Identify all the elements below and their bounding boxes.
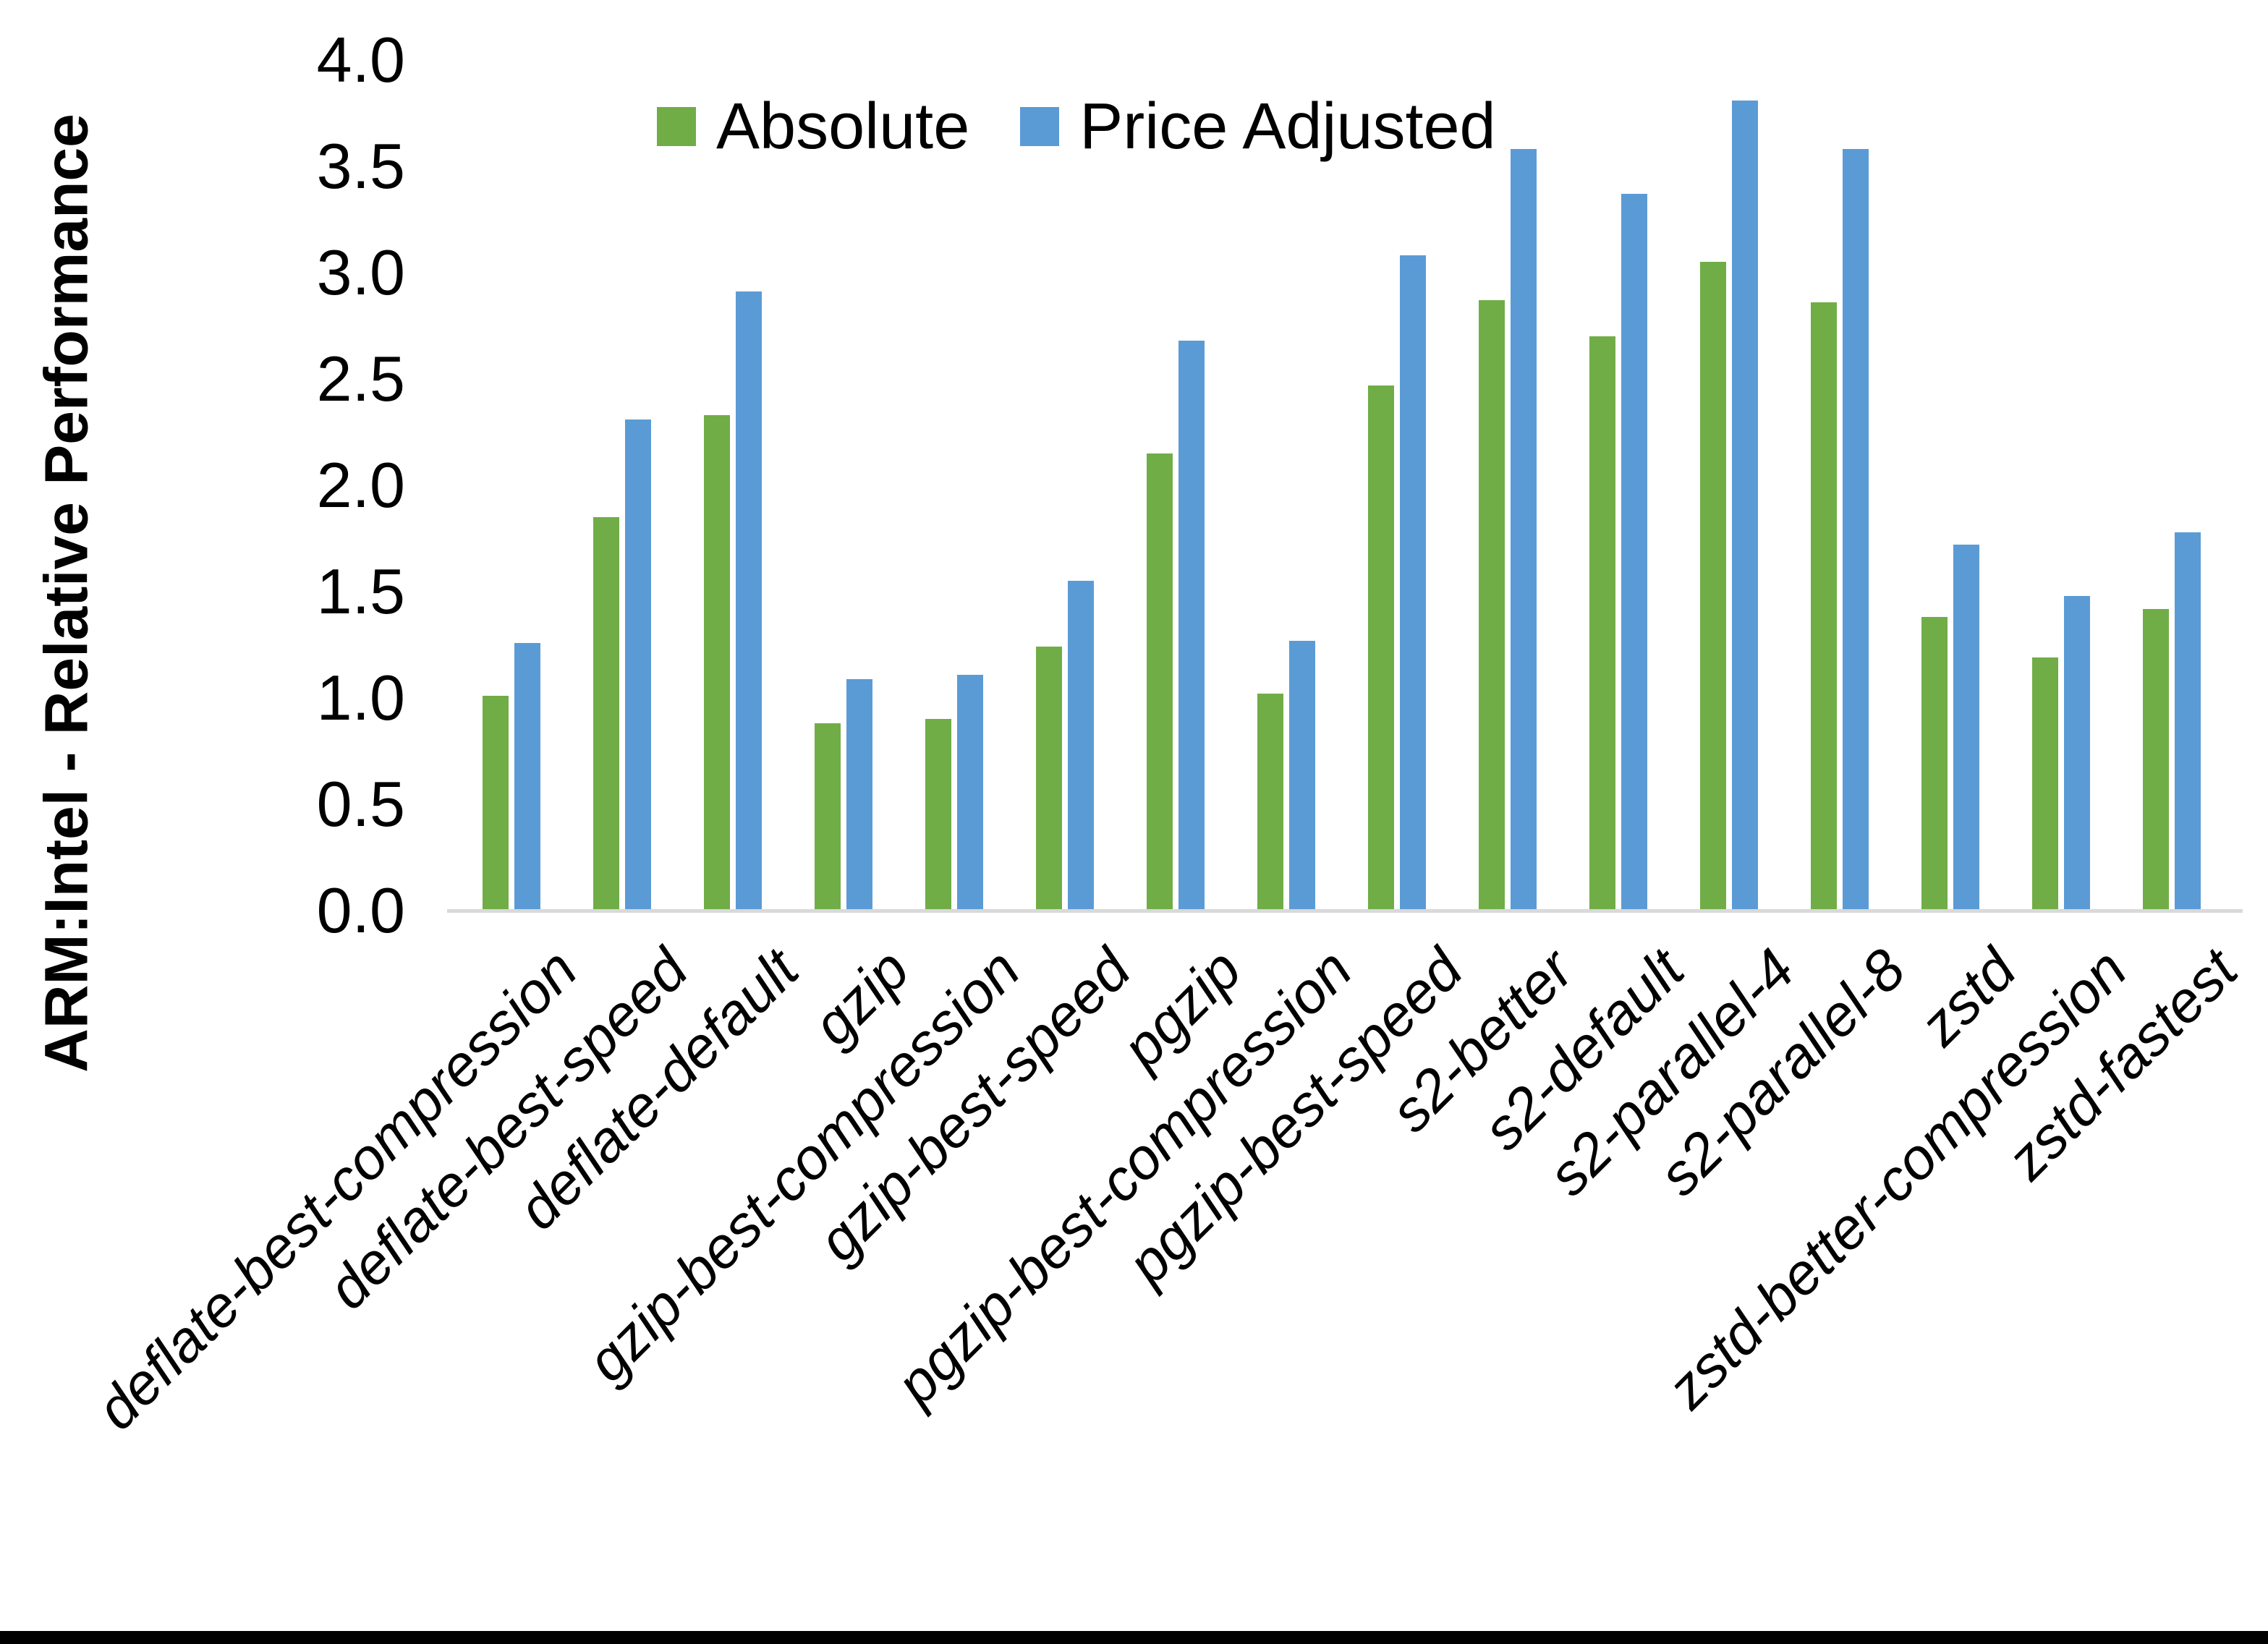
bar-absolute-pgzip-best-speed xyxy=(1368,386,1394,911)
legend-label-price-adjusted: Price Adjusted xyxy=(1079,90,1496,163)
y-tick-label-3.0: 3.0 xyxy=(316,237,405,308)
legend-item-absolute: Absolute xyxy=(657,94,969,159)
y-tick-label-2.0: 2.0 xyxy=(316,449,405,521)
bar-price-adjusted-s2-parallel-4 xyxy=(1732,101,1758,911)
y-tick-label-0.0: 0.0 xyxy=(316,874,405,946)
bar-absolute-gzip-best-speed xyxy=(1036,647,1062,911)
bar-absolute-pgzip xyxy=(1147,453,1173,911)
bar-price-adjusted-gzip-best-speed xyxy=(1068,581,1094,911)
chart-legend: Absolute Price Adjusted xyxy=(657,94,1496,159)
y-tick-label-0.5: 0.5 xyxy=(316,768,405,840)
y-tick-label-1.0: 1.0 xyxy=(316,662,405,733)
bar-absolute-s2-default xyxy=(1589,336,1615,911)
x-axis-line xyxy=(447,909,2243,913)
bar-absolute-zstd-fastest xyxy=(2143,609,2169,911)
bar-absolute-gzip xyxy=(815,723,841,911)
legend-label-absolute: Absolute xyxy=(716,90,970,163)
bottom-border xyxy=(0,1631,2268,1644)
bar-price-adjusted-zstd xyxy=(1953,545,1979,911)
bar-absolute-zstd-better-compression xyxy=(2032,657,2058,911)
bar-price-adjusted-zstd-better-compression xyxy=(2064,596,2090,911)
bar-absolute-s2-parallel-4 xyxy=(1700,262,1726,911)
bar-price-adjusted-gzip-best-compression xyxy=(957,675,983,911)
y-axis-title: ARM:Intel - Relative Performance xyxy=(32,114,101,1073)
legend-item-price-adjusted: Price Adjusted xyxy=(1020,90,1496,163)
y-tick-label-2.5: 2.5 xyxy=(316,343,405,414)
y-tick-label-4.0: 4.0 xyxy=(316,24,405,95)
bar-price-adjusted-deflate-best-speed xyxy=(625,419,651,911)
bar-absolute-pgzip-best-compression xyxy=(1257,694,1283,911)
bar-absolute-s2-parallel-8 xyxy=(1811,302,1837,911)
bar-price-adjusted-pgzip-best-speed xyxy=(1400,255,1426,911)
bar-absolute-s2-better xyxy=(1479,300,1505,911)
y-tick-label-3.5: 3.5 xyxy=(316,130,405,202)
bar-price-adjusted-pgzip xyxy=(1178,341,1205,911)
bar-absolute-deflate-default xyxy=(704,415,730,911)
bar-price-adjusted-deflate-default xyxy=(736,291,762,911)
bar-price-adjusted-pgzip-best-compression xyxy=(1289,641,1315,911)
bar-price-adjusted-s2-better xyxy=(1511,149,1537,911)
legend-swatch-price-adjusted xyxy=(1020,107,1060,146)
bar-absolute-deflate-best-compression xyxy=(483,696,509,911)
bar-price-adjusted-s2-parallel-8 xyxy=(1843,149,1869,911)
bar-price-adjusted-deflate-best-compression xyxy=(514,643,540,911)
y-tick-label-1.5: 1.5 xyxy=(316,555,405,627)
bar-absolute-zstd xyxy=(1921,617,1948,911)
bar-price-adjusted-s2-default xyxy=(1621,194,1647,911)
bar-absolute-gzip-best-compression xyxy=(925,719,951,911)
bar-price-adjusted-zstd-fastest xyxy=(2175,532,2201,911)
bar-absolute-deflate-best-speed xyxy=(593,517,619,911)
legend-swatch-absolute xyxy=(657,107,696,146)
bar-price-adjusted-gzip xyxy=(846,679,872,911)
